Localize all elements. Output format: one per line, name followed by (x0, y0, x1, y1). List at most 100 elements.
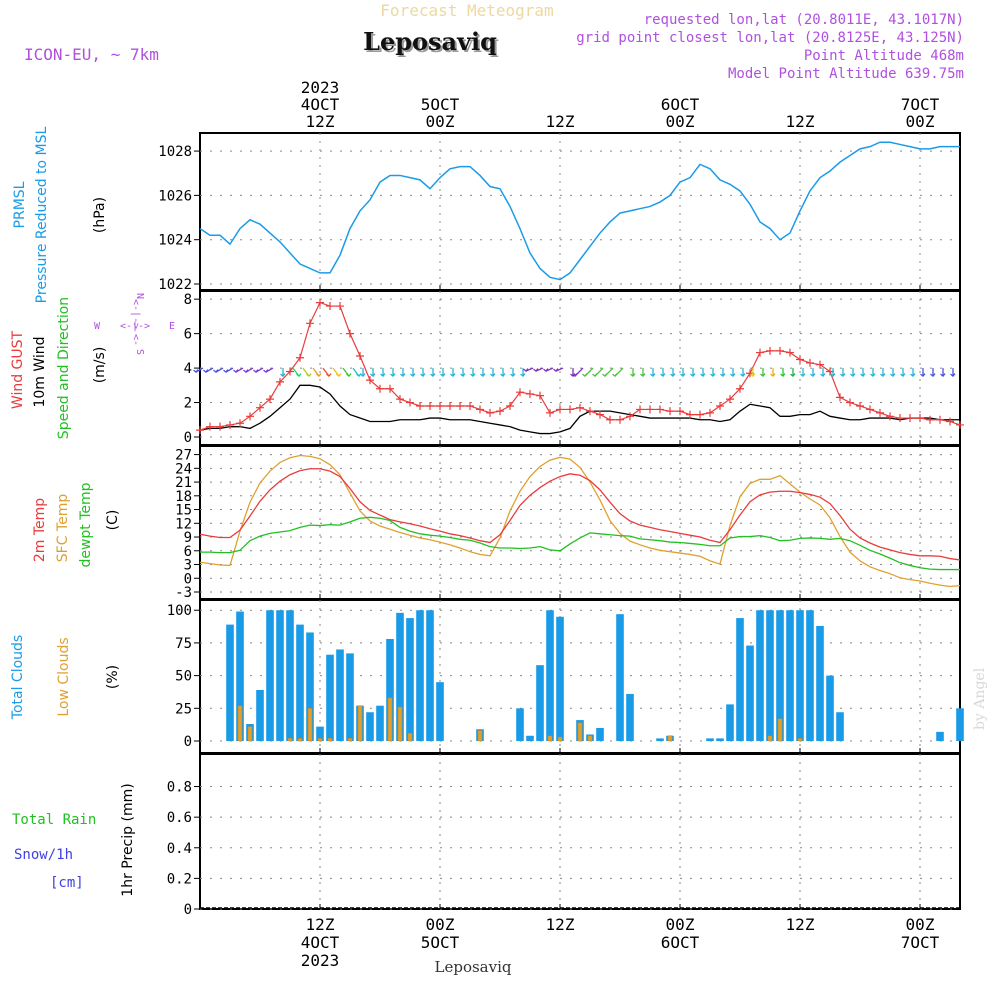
t2m-label: 2m Temp (32, 498, 48, 562)
wind-arrow-head (336, 373, 342, 377)
gust-point (376, 384, 384, 393)
total-cloud-bar (396, 612, 404, 741)
wind-arrow-head (400, 373, 406, 377)
wind-line (199, 384, 960, 435)
top-axis-date: 5OCT (421, 95, 460, 114)
y-tick-label: 50 (175, 669, 192, 685)
low-cloud-bar (307, 708, 313, 742)
gust-point (486, 408, 494, 417)
gust-point (656, 405, 664, 414)
model-label: ICON-EU, ~ 7km (24, 45, 159, 64)
gust-point (596, 410, 604, 419)
gust-point (956, 420, 964, 429)
wind-arrow-head (840, 373, 846, 377)
low-cloud-bar (577, 722, 583, 742)
gust-point (736, 384, 744, 393)
wind-arrow-head (233, 369, 239, 373)
gust-point (466, 401, 474, 410)
y-tick-label: 8 (184, 292, 192, 308)
wind-arrow-head (420, 373, 426, 377)
plot-layer: 102210241026102802468-303691215182124270… (158, 78, 964, 970)
wind-arrow-head (572, 373, 578, 377)
low-cloud-bar (407, 732, 413, 742)
y-tick-label: 0 (184, 430, 192, 446)
gust-point (556, 405, 564, 414)
wind-arrow-head (612, 373, 618, 377)
prmsl-label: PRMSL (12, 181, 28, 228)
low-cloud-bar (797, 738, 803, 742)
gust-point (196, 426, 204, 435)
wind-arrow-head (520, 373, 526, 377)
low-cloud-bar (767, 735, 773, 742)
wind-arrow-head (920, 373, 926, 377)
gust-point (846, 398, 854, 407)
compass-n: N (134, 293, 145, 299)
top-axis-hour: 00Z (426, 112, 455, 131)
y-tick-label: 75 (175, 636, 192, 652)
svg-text:<-: <- (130, 334, 141, 346)
compass-icon: N <-|-> S <- W <-|-> E (94, 293, 175, 355)
svg-text:<-|->: <-|-> (120, 321, 150, 332)
wind-arrow-head (460, 373, 466, 377)
bottom-axis-date: 7OCT (901, 933, 940, 952)
wind-arrow-head (263, 369, 269, 373)
gust-point (446, 401, 454, 410)
low-cloud-bar (547, 735, 553, 742)
gust-point (256, 403, 264, 412)
compass-w: W (94, 321, 101, 332)
y-tick-label: 1022 (158, 277, 192, 293)
gust-point (926, 415, 934, 424)
wind-arrow-head (592, 373, 598, 377)
low-cloud-bar (587, 735, 593, 742)
low-cloud-bar (247, 726, 253, 742)
wind-arrow-head (730, 373, 736, 377)
svg-text:<-|->: <-|-> (130, 299, 141, 329)
gust-point (306, 319, 314, 328)
y-tick-label: 100 (167, 603, 192, 619)
gust-point (906, 414, 914, 423)
gust-point (936, 415, 944, 424)
wind-arrow-head (680, 373, 686, 377)
wind-arrow-head (860, 373, 866, 377)
gust-point (336, 302, 344, 311)
gust-point (386, 384, 394, 393)
total-cloud-bar (656, 738, 664, 741)
total-cloud-bar (766, 610, 774, 741)
low-cloud-bar (397, 706, 403, 742)
wind-arrow-head (830, 373, 836, 377)
point-altitude: Point Altitude 468m (804, 48, 964, 64)
wind-arrow-head (750, 373, 756, 377)
location-title: Leposaviq (365, 29, 499, 58)
sfc-temp-line (199, 454, 961, 588)
wind-arrow-head (203, 369, 209, 373)
temp2m-line (199, 468, 961, 561)
wind-arrow-head (523, 368, 529, 372)
top-axis-date: 4OCT (301, 95, 340, 114)
y-tick-label: 18 (175, 489, 192, 505)
wind-arrow-head (900, 373, 906, 377)
gust-point (546, 408, 554, 417)
panel-frame-4 (199, 753, 961, 910)
low-cloud-bar (357, 705, 363, 742)
total-cloud-bar (236, 611, 244, 741)
y-tick-label: 0.6 (167, 810, 192, 826)
y-tick-label: 1024 (158, 233, 192, 249)
wind-arrow-head (500, 373, 506, 377)
gust-point (456, 401, 464, 410)
temp-unit: (C) (105, 510, 121, 531)
total-cloud-bar (706, 738, 714, 741)
y-tick-label: -3 (175, 585, 192, 601)
y-tick-label: 24 (175, 461, 192, 477)
bottom-axis-date: 5OCT (421, 933, 460, 952)
wind-arrow-head (602, 373, 608, 377)
total-cloud-bar (956, 708, 964, 741)
y-tick-label: 27 (175, 448, 192, 464)
wind-arrow-head (553, 368, 559, 372)
wind-arrow-head (480, 373, 486, 377)
total-cloud-bar (596, 727, 604, 741)
gust-point (686, 410, 694, 419)
gust-point (526, 389, 534, 398)
compass-e: E (169, 321, 175, 332)
y-tick-label: 1028 (158, 144, 192, 160)
